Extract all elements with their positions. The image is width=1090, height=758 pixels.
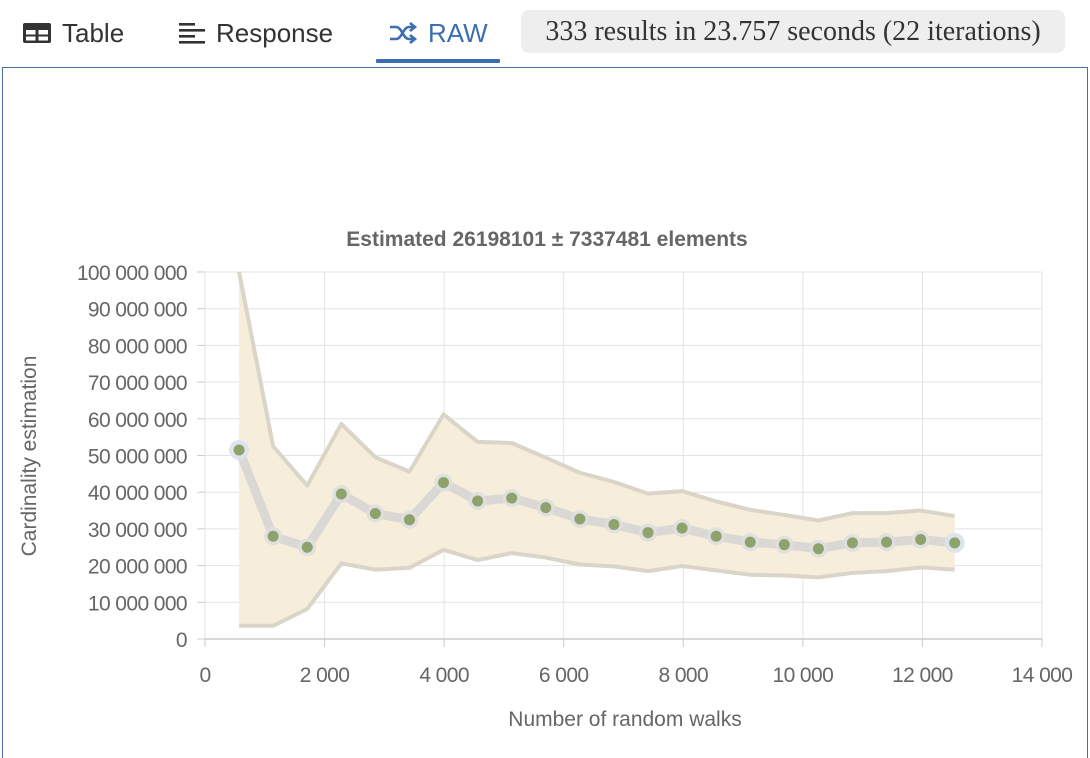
- data-point: [574, 513, 586, 525]
- y-tick-label: 30 000 000: [88, 519, 187, 542]
- status-badge: 333 results in 23.757 seconds (22 iterat…: [521, 10, 1065, 53]
- raw-result-panel: 0 10 000 000 20 000 000 30 000 000 40 000 00…: [2, 67, 1088, 758]
- x-tick-label: 10 000: [773, 664, 834, 687]
- tab-response[interactable]: Response: [178, 10, 333, 56]
- confidence-band: [239, 272, 955, 626]
- data-point: [881, 536, 893, 548]
- tab-response-label: Response: [216, 17, 334, 48]
- data-point: [642, 527, 654, 539]
- result-tabs: Table Response RAW 333 results in 23.757…: [0, 0, 1090, 66]
- lower-bound-line: [239, 547, 955, 628]
- data-point: [676, 522, 688, 534]
- data-point: [506, 492, 518, 504]
- x-tick-label: 4 000: [419, 664, 469, 687]
- shuffle-icon: [388, 21, 418, 45]
- x-tick-label: 14 000: [1012, 664, 1073, 687]
- data-point: [744, 536, 756, 548]
- data-point: [438, 477, 450, 489]
- y-tick-label: 40 000 000: [88, 482, 187, 505]
- x-axis-label: Number of random walks: [508, 708, 741, 731]
- x-tick-label: 0: [199, 664, 210, 687]
- tab-raw-label: RAW: [428, 17, 488, 48]
- data-point: [812, 543, 824, 555]
- y-tick-label: 90 000 000: [88, 299, 187, 322]
- data-point: [949, 537, 961, 549]
- y-axis-label: Cardinality estimation: [18, 356, 41, 557]
- status-text: 333 results in 23.757 seconds (22 iterat…: [545, 15, 1041, 47]
- y-tick-label: 50 000 000: [88, 446, 187, 469]
- tab-table[interactable]: Table: [22, 10, 124, 56]
- data-point: [710, 530, 722, 542]
- x-tick-label: 8 000: [659, 664, 709, 687]
- y-tick-label: 0: [176, 629, 187, 652]
- x-tick-label: 6 000: [539, 664, 589, 687]
- data-point: [403, 514, 415, 526]
- y-tick-label: 70 000 000: [88, 372, 187, 395]
- table-icon: [22, 22, 52, 44]
- tab-raw[interactable]: RAW: [388, 10, 488, 56]
- data-point: [369, 507, 381, 519]
- y-tick-label: 10 000 000: [88, 592, 187, 615]
- active-tab-indicator: [376, 59, 500, 63]
- data-point: [233, 444, 245, 456]
- tab-table-label: Table: [62, 17, 125, 48]
- data-point: [267, 530, 279, 542]
- data-point: [540, 502, 552, 514]
- x-tick-label: 2 000: [300, 664, 350, 687]
- data-point: [335, 488, 347, 500]
- data-point: [846, 537, 858, 549]
- data-point: [301, 541, 313, 553]
- x-tick-label: 12 000: [892, 664, 953, 687]
- estimate-line: [234, 445, 960, 554]
- y-tick-label: 60 000 000: [88, 409, 187, 432]
- data-point: [915, 534, 927, 546]
- y-tick-label: 100 000 000: [77, 262, 187, 285]
- data-point: [608, 518, 620, 530]
- data-point: [778, 539, 790, 551]
- cardinality-chart: 0 10 000 000 20 000 000 30 000 000 40 000 00…: [18, 228, 1073, 731]
- y-tick-label: 20 000 000: [88, 556, 187, 579]
- upper-bound-line: [237, 271, 956, 523]
- y-tick-label: 80 000 000: [88, 335, 187, 358]
- list-lines-icon: [178, 21, 206, 45]
- chart-title: Estimated 26198101 ± 7337481 elements: [346, 228, 747, 251]
- data-point: [472, 495, 484, 507]
